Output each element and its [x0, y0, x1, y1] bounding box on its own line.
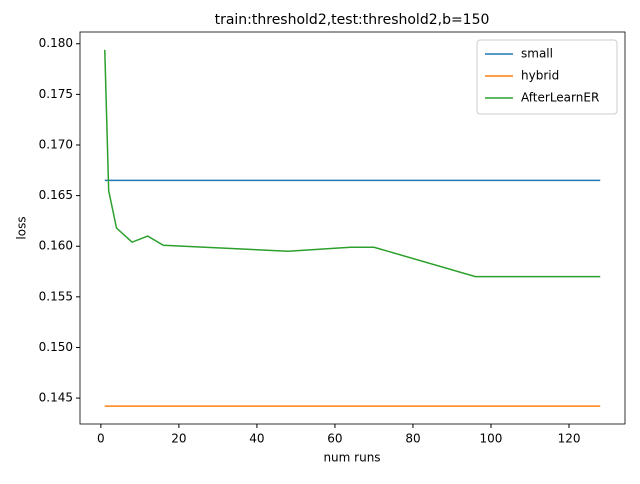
x-tick-label: 60	[327, 432, 342, 446]
legend-label: hybrid	[521, 69, 559, 83]
y-tick-label: 0.180	[39, 36, 73, 50]
legend-box	[476, 39, 618, 115]
chart-title: train:threshold2,test:threshold2,b=150	[215, 12, 490, 28]
y-tick-label: 0.150	[39, 340, 73, 354]
x-tick-label: 40	[249, 432, 264, 446]
plot-frame	[79, 31, 626, 425]
x-tick-label: 0	[97, 432, 105, 446]
y-tick-label: 0.155	[39, 289, 73, 303]
y-tick-label: 0.165	[39, 188, 73, 202]
y-axis-label: loss	[15, 216, 29, 239]
x-tick-label: 120	[558, 432, 581, 446]
y-tick-label: 0.175	[39, 87, 73, 101]
y-tick-label: 0.170	[39, 137, 73, 151]
legend-label: AfterLearnER	[521, 91, 599, 105]
x-tick-label: 80	[405, 432, 420, 446]
line-series	[104, 49, 601, 278]
y-tick-label: 0.145	[39, 391, 73, 405]
x-tick-label: 20	[171, 432, 186, 446]
x-tick-label: 100	[480, 432, 503, 446]
legend-label: small	[521, 47, 553, 61]
x-axis-label: num runs	[323, 451, 380, 465]
y-tick-label: 0.160	[39, 239, 73, 253]
